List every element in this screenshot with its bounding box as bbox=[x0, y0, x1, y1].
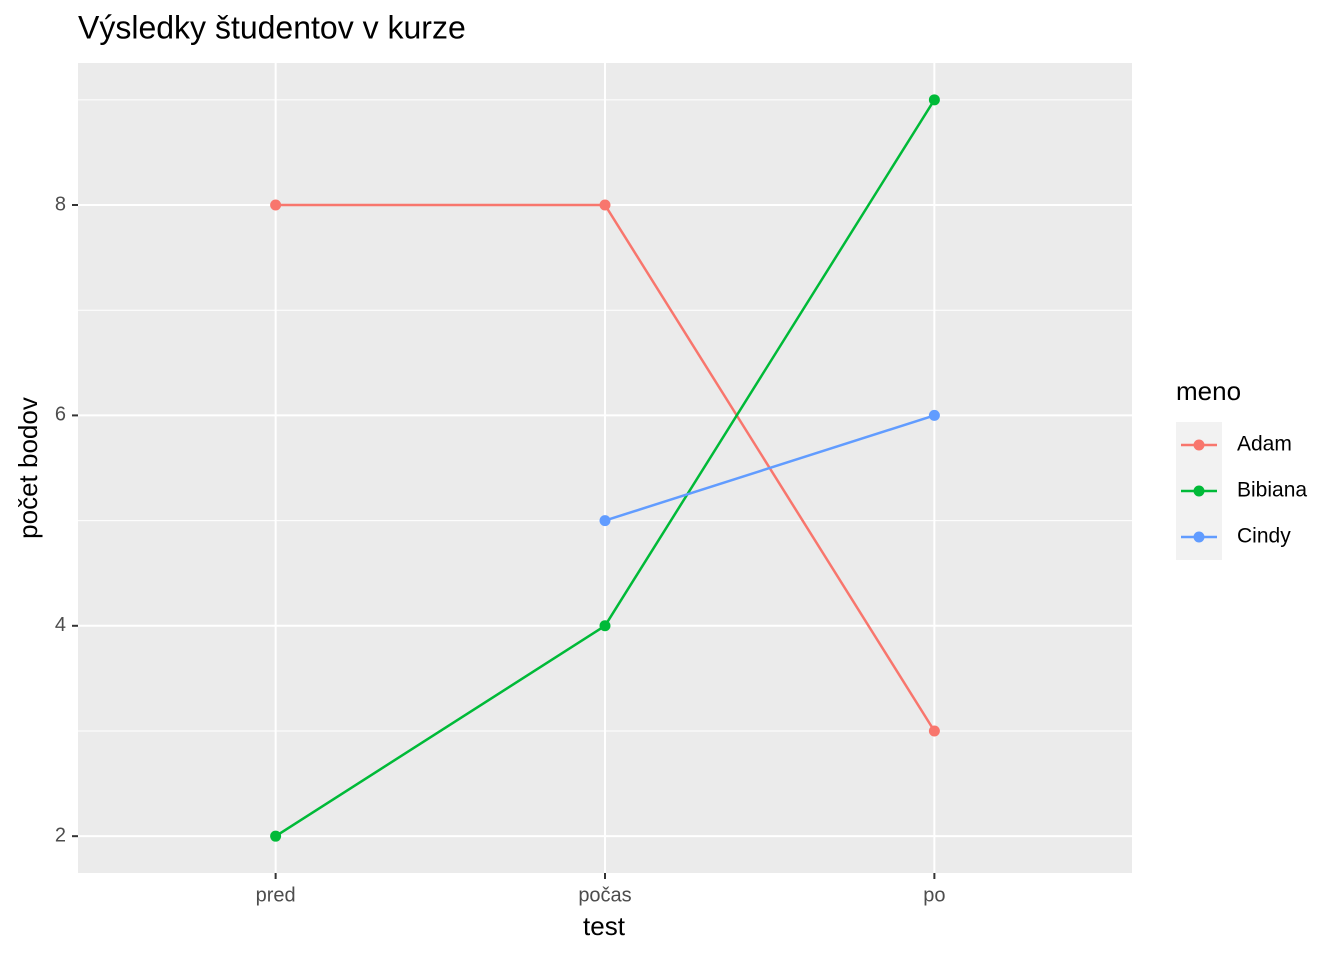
x-tick-label: počas bbox=[578, 884, 631, 906]
y-tick-label: 2 bbox=[55, 824, 66, 846]
y-tick-label: 8 bbox=[55, 193, 66, 215]
legend-key-point bbox=[1193, 439, 1205, 451]
x-tick-label: po bbox=[923, 884, 945, 906]
point bbox=[599, 199, 611, 211]
legend-key-point bbox=[1193, 485, 1205, 497]
point bbox=[599, 620, 611, 632]
series-line bbox=[604, 414, 935, 522]
legend-label: Adam bbox=[1237, 433, 1292, 456]
y-tick-label: 4 bbox=[55, 614, 66, 636]
legend-title: meno bbox=[1176, 376, 1241, 406]
point bbox=[270, 199, 282, 211]
point bbox=[928, 409, 940, 421]
y-axis-title: počet bodov bbox=[13, 397, 43, 539]
legend-label: Bibiana bbox=[1237, 479, 1307, 502]
point bbox=[928, 725, 940, 737]
legend-key-point bbox=[1193, 531, 1205, 543]
y-tick-label: 6 bbox=[55, 404, 66, 426]
point bbox=[599, 515, 611, 527]
legend-label: Cindy bbox=[1237, 525, 1291, 548]
x-tick-label: pred bbox=[256, 884, 296, 906]
chart-title: Výsledky študentov v kurze bbox=[78, 9, 466, 45]
point bbox=[928, 94, 940, 106]
point bbox=[270, 830, 282, 842]
x-axis-title: test bbox=[583, 911, 626, 941]
